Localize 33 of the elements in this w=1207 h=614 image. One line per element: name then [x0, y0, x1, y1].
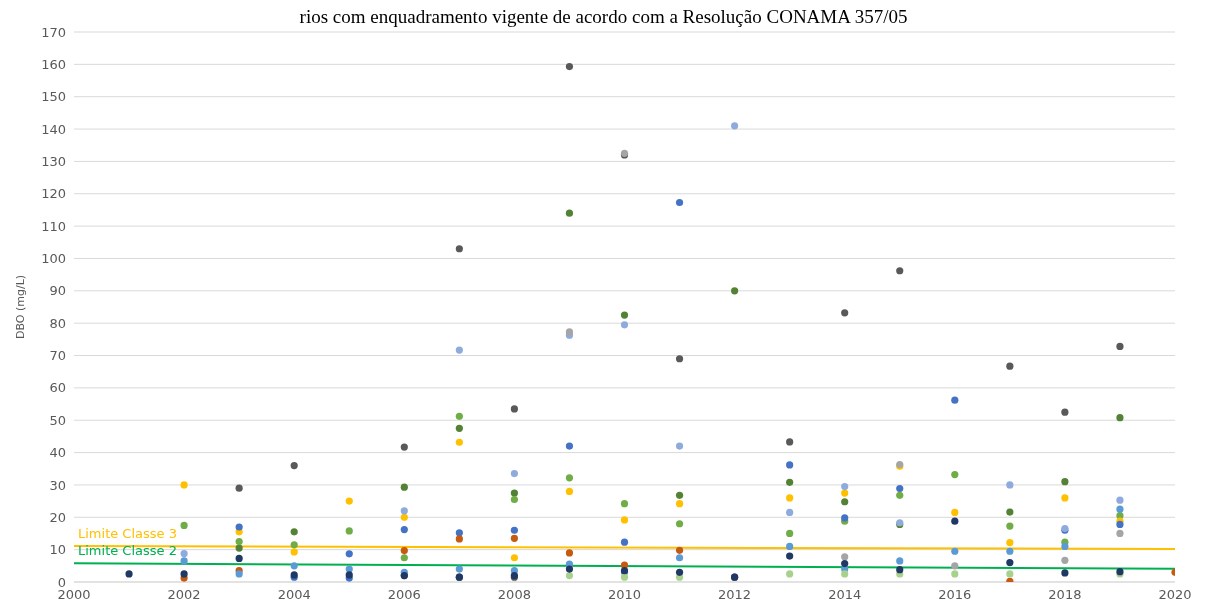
y-tick-label: 10: [49, 542, 66, 558]
x-tick-label: 2000: [57, 587, 91, 603]
x-tick-label: 2018: [1048, 587, 1082, 603]
y-tick-label: 30: [49, 477, 66, 493]
x-tick-label: 2012: [718, 587, 752, 603]
y-tick-label: 0: [57, 574, 66, 590]
x-tick-label: 2008: [497, 587, 531, 603]
chart-title: rios com enquadramento vigente de acordo com a Resolução CONAMA 357/05: [298, 6, 909, 27]
y-tick-label: 110: [41, 218, 66, 234]
x-tick-label: 2016: [938, 587, 972, 603]
y-tick-label: 160: [41, 56, 66, 72]
y-tick-label: 100: [41, 251, 66, 267]
y-tick-label: 130: [41, 154, 66, 170]
y-tick-label: 140: [41, 121, 66, 137]
y-axis-title: DBO (mg/L): [13, 274, 27, 340]
series-label: Limite Classe 3: [78, 526, 177, 542]
y-tick-label: 80: [49, 315, 66, 331]
y-tick-label: 120: [41, 186, 66, 202]
y-tick-label: 20: [49, 509, 66, 525]
x-tick-label: 2004: [277, 587, 311, 603]
x-tick-label: 2020: [1158, 587, 1192, 603]
y-tick-label: 70: [49, 348, 66, 364]
x-tick-label: 2006: [387, 587, 421, 603]
y-tick-label: 170: [41, 24, 66, 40]
x-tick-label: 2002: [167, 587, 201, 603]
series-label: Limite Classe 2: [78, 543, 177, 559]
x-tick-label: 2010: [607, 587, 642, 603]
y-tick-label: 50: [49, 412, 66, 428]
x-tick-label: 2014: [828, 587, 862, 603]
y-tick-label: 90: [49, 283, 66, 299]
y-tick-label: 60: [49, 380, 66, 396]
y-tick-label: 40: [49, 445, 66, 461]
y-tick-label: 150: [41, 89, 66, 105]
